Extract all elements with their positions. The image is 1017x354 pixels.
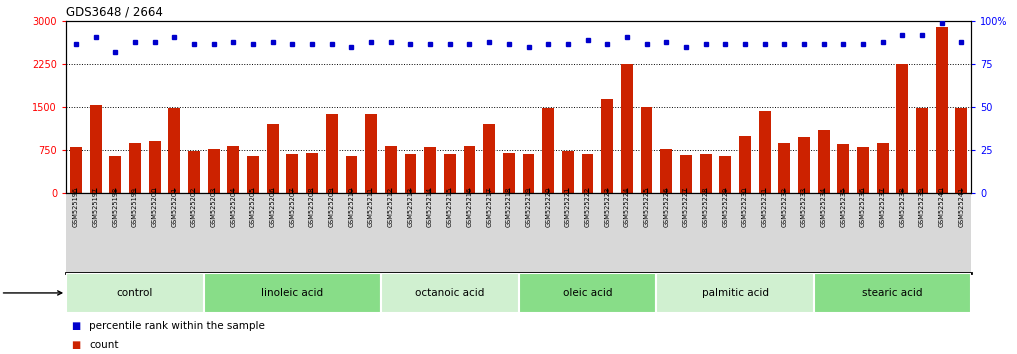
Bar [207, 149, 220, 193]
Bar [562, 151, 574, 193]
Bar [110, 156, 121, 193]
Text: percentile rank within the sample: percentile rank within the sample [89, 321, 265, 331]
Bar [798, 137, 810, 193]
Bar [405, 154, 416, 193]
Text: linoleic acid: linoleic acid [261, 288, 323, 298]
Bar [656, 273, 814, 313]
Bar [443, 154, 456, 193]
Bar [582, 154, 594, 193]
Text: ■: ■ [71, 321, 80, 331]
Bar [203, 273, 381, 313]
Bar [66, 273, 203, 313]
Text: agent: agent [0, 288, 62, 298]
Text: count: count [89, 341, 119, 350]
Bar [89, 105, 102, 193]
Bar [424, 147, 436, 193]
Bar [228, 146, 239, 193]
Bar [759, 111, 771, 193]
Bar [837, 144, 849, 193]
Bar [188, 151, 200, 193]
Bar [325, 114, 338, 193]
Text: GDS3648 / 2664: GDS3648 / 2664 [66, 6, 163, 19]
Bar [287, 154, 298, 193]
Bar [916, 108, 928, 193]
Bar [519, 273, 656, 313]
Bar [169, 108, 180, 193]
Text: palmitic acid: palmitic acid [702, 288, 769, 298]
Bar [384, 146, 397, 193]
Bar [503, 153, 515, 193]
Bar [542, 108, 554, 193]
Text: ■: ■ [71, 341, 80, 350]
Bar [464, 146, 475, 193]
Text: octanoic acid: octanoic acid [415, 288, 484, 298]
Bar [936, 27, 948, 193]
Bar [346, 156, 357, 193]
Bar [739, 136, 751, 193]
Bar [266, 124, 279, 193]
Bar [814, 273, 971, 313]
Bar [956, 108, 967, 193]
Text: control: control [117, 288, 154, 298]
Bar [660, 149, 672, 193]
Bar [719, 156, 731, 193]
Bar [818, 130, 830, 193]
Bar [621, 64, 633, 193]
Text: oleic acid: oleic acid [562, 288, 612, 298]
Bar [641, 107, 653, 193]
Bar [306, 153, 318, 193]
Bar [877, 143, 889, 193]
Bar [857, 147, 869, 193]
Bar [148, 141, 161, 193]
Bar [483, 124, 495, 193]
Bar [601, 98, 613, 193]
Text: stearic acid: stearic acid [862, 288, 922, 298]
Bar [70, 147, 81, 193]
Bar [381, 273, 519, 313]
Bar [247, 156, 259, 193]
Bar [129, 143, 141, 193]
Bar [700, 154, 712, 193]
Bar [523, 154, 534, 193]
Bar [680, 155, 692, 193]
Bar [365, 114, 377, 193]
Bar [896, 64, 908, 193]
Bar [778, 143, 790, 193]
